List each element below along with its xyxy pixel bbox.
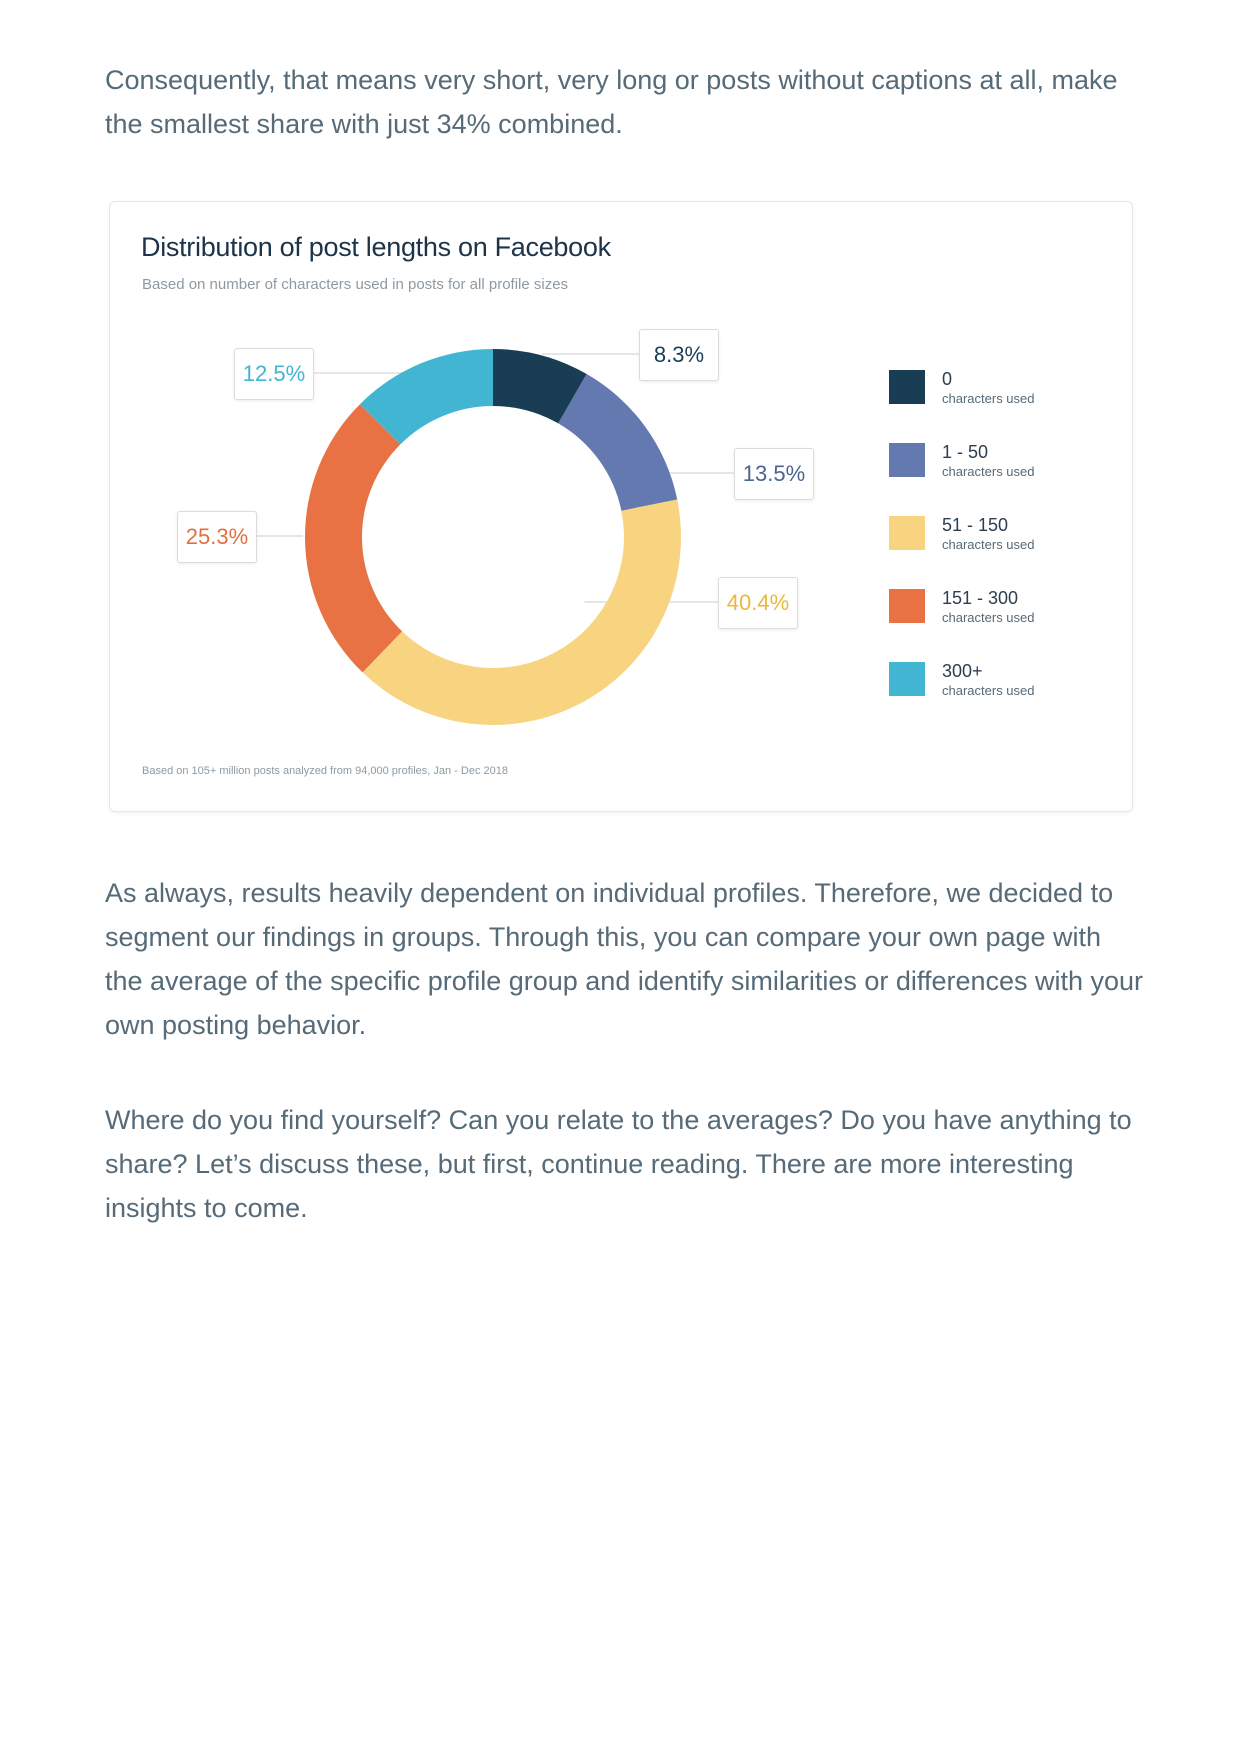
chart-subtitle: Based on number of characters used in po… (142, 276, 569, 293)
donut-chart (255, 349, 734, 725)
callout-label-1: 13.5% (734, 448, 814, 500)
question-paragraph: Where do you find yourself? Can you rela… (105, 1105, 1132, 1223)
legend-unit: characters used (942, 683, 1035, 698)
legend-swatch (889, 662, 925, 696)
donut-slice-0 (493, 349, 587, 424)
legend-unit: characters used (942, 464, 1035, 479)
legend-range: 51 - 150 (942, 515, 1009, 535)
chart-card: Distribution of post lengths on Facebook… (109, 201, 1133, 812)
legend-swatch (889, 589, 925, 623)
donut-slice-3 (305, 404, 403, 673)
donut-slice-1 (558, 373, 678, 511)
legend-range: 0 (942, 369, 953, 389)
legend-item-2: 51 - 150 characters used (889, 515, 1089, 556)
legend-item-3: 151 - 300 characters used (889, 588, 1089, 629)
legend-range: 1 - 50 (942, 442, 989, 462)
legend-swatch (889, 370, 925, 404)
callout-label-0: 8.3% (639, 329, 719, 381)
legend-unit: characters used (942, 391, 1035, 406)
legend-unit: characters used (942, 610, 1035, 625)
donut-slice-4 (360, 349, 493, 445)
segment-paragraph: As always, results heavily dependent on … (105, 878, 1144, 1040)
callout-label-4: 12.5% (234, 348, 314, 400)
intro-paragraph: Consequently, that means very short, ver… (105, 65, 1118, 139)
legend-swatch (889, 516, 925, 550)
legend-item-1: 1 - 50 characters used (889, 442, 1089, 483)
callout-label-3: 25.3% (177, 511, 257, 563)
legend-swatch (889, 443, 925, 477)
legend-item-4: 300+ characters used (889, 661, 1089, 702)
donut-slice-2 (362, 499, 682, 725)
legend-range: 300+ (942, 661, 983, 681)
legend-item-0: 0 characters used (889, 369, 1089, 410)
chart-title: Distribution of post lengths on Facebook (141, 232, 611, 262)
chart-footnote: Based on 105+ million posts analyzed fro… (142, 765, 508, 777)
legend-unit: characters used (942, 537, 1035, 552)
legend-range: 151 - 300 (942, 588, 1019, 608)
callout-label-2: 40.4% (718, 577, 798, 629)
